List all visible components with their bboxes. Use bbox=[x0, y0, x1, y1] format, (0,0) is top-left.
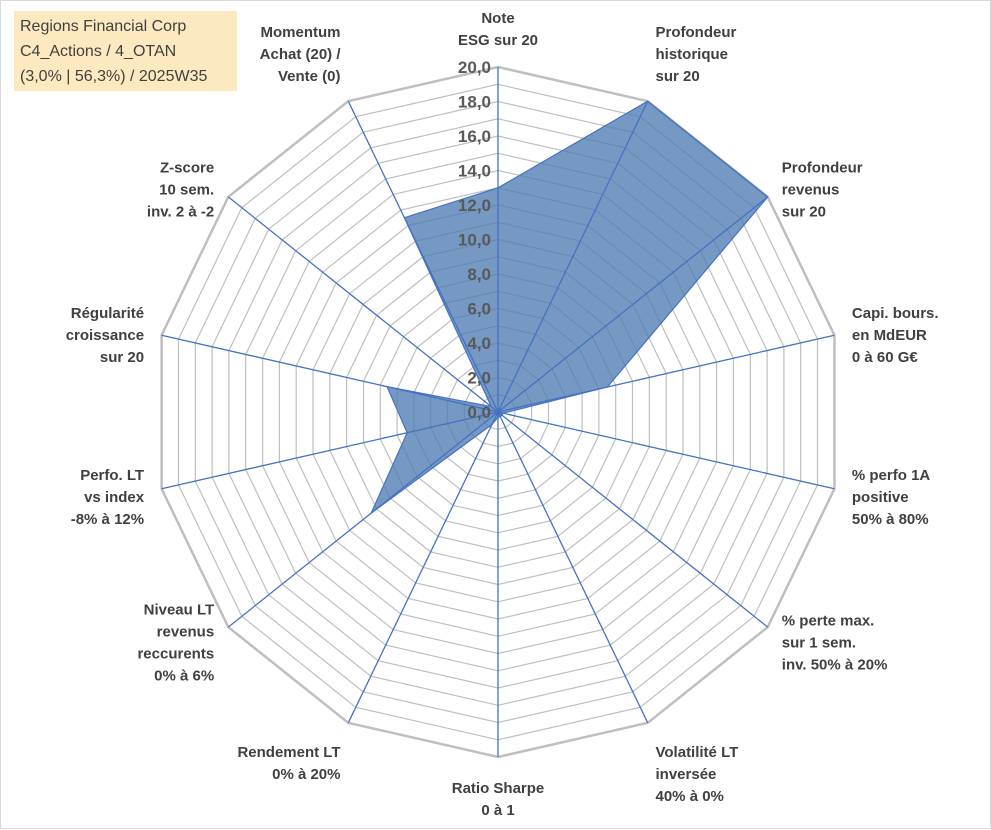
category-label-line: 50% à 80% bbox=[852, 511, 929, 528]
axis-spoke-1 bbox=[497, 100, 649, 413]
tick-label: 2,0 bbox=[467, 369, 491, 388]
axis-spoke-13 bbox=[347, 100, 499, 413]
tick-label: 16,0 bbox=[458, 127, 491, 146]
title-line-company: Regions Financial Corp bbox=[20, 18, 187, 35]
axis-spoke-11 bbox=[161, 334, 499, 413]
category-label-line: Note bbox=[481, 10, 514, 27]
category-label-line: 0 à 60 G€ bbox=[852, 349, 919, 366]
category-label-line: -8% à 12% bbox=[71, 511, 144, 528]
axis-spoke-5 bbox=[497, 411, 769, 628]
category-label-line: Vente (0) bbox=[278, 68, 341, 85]
category-label-line: inv. 2 à -2 bbox=[147, 204, 214, 221]
category-label-line: Régularité bbox=[71, 305, 144, 322]
category-label-12: Z-score 10 sem. inv. 2 à -2 bbox=[147, 160, 214, 221]
category-label-line: historique bbox=[656, 46, 729, 63]
tick-label: 4,0 bbox=[467, 334, 491, 353]
tick-label: 6,0 bbox=[467, 300, 491, 319]
category-label-line: Rendement LT bbox=[237, 744, 340, 761]
category-label-line: 0% à 6% bbox=[154, 667, 214, 684]
chart-title-box: Regions Financial Corp C4_Actions / 4_OT… bbox=[14, 11, 237, 91]
category-label-6: Volatilité LT inversée 40% à 0% bbox=[656, 744, 739, 805]
category-label-line: sur 20 bbox=[656, 68, 700, 85]
category-label-line: Achat (20) / bbox=[260, 46, 342, 63]
category-label-line: sur 20 bbox=[100, 349, 144, 366]
tick-label: 10,0 bbox=[458, 231, 491, 250]
category-label-line: Z-score bbox=[160, 160, 214, 177]
category-label-0: Note ESG sur 20 bbox=[458, 10, 538, 49]
category-label-line: inv. 50% à 20% bbox=[782, 656, 888, 673]
category-label-line: 0% à 20% bbox=[272, 766, 340, 783]
tick-label: 0,0 bbox=[467, 403, 491, 422]
axis-spoke-10 bbox=[161, 411, 499, 490]
category-label-1: Profondeur historique sur 20 bbox=[656, 24, 737, 85]
category-label-13: Momentum Achat (20) / Vente (0) bbox=[260, 24, 342, 85]
axis-spoke-9 bbox=[227, 411, 499, 628]
category-label-7: Ratio Sharpe 0 à 1 bbox=[452, 780, 545, 819]
category-label-line: sur 20 bbox=[782, 204, 826, 221]
category-label-line: revenus bbox=[782, 182, 840, 199]
tick-label: 20,0 bbox=[458, 58, 491, 77]
category-label-line: 40% à 0% bbox=[656, 788, 724, 805]
category-label-line: ESG sur 20 bbox=[458, 32, 538, 49]
category-label-9: Niveau LT revenus reccurents 0% à 6% bbox=[137, 601, 214, 684]
category-label-line: en MdEUR bbox=[852, 327, 927, 344]
category-label-line: Capi. bours. bbox=[852, 305, 939, 322]
category-label-line: Ratio Sharpe bbox=[452, 780, 545, 797]
axis-spoke-3 bbox=[497, 334, 835, 413]
category-label-8: Rendement LT 0% à 20% bbox=[237, 744, 340, 783]
category-label-line: revenus bbox=[157, 623, 215, 640]
axis-spoke-6 bbox=[497, 411, 649, 724]
category-label-line: Profondeur bbox=[656, 24, 737, 41]
category-label-2: Profondeur revenus sur 20 bbox=[782, 160, 863, 221]
axis-spoke-4 bbox=[497, 411, 835, 490]
category-label-line: inversée bbox=[656, 766, 717, 783]
category-label-line: reccurents bbox=[137, 645, 214, 662]
title-line-stats: (3,0% | 56,3%) / 2025W35 bbox=[20, 68, 208, 85]
category-label-line: Volatilité LT bbox=[656, 744, 739, 761]
category-label-line: sur 1 sem. bbox=[782, 634, 856, 651]
category-label-line: positive bbox=[852, 489, 909, 506]
category-label-11: Régularité croissance sur 20 bbox=[66, 305, 144, 366]
category-label-line: 10 sem. bbox=[159, 182, 214, 199]
tick-label: 18,0 bbox=[458, 93, 491, 112]
axis-spoke-12 bbox=[227, 196, 499, 413]
category-label-line: Perfo. LT bbox=[80, 467, 144, 484]
axis-spoke-8 bbox=[347, 411, 499, 724]
category-label-4: % perfo 1A positive 50% à 80% bbox=[852, 467, 931, 528]
category-label-line: Profondeur bbox=[782, 160, 863, 177]
category-label-line: % perfo 1A bbox=[852, 467, 931, 484]
category-label-line: Momentum bbox=[261, 24, 341, 41]
category-label-line: croissance bbox=[66, 327, 144, 344]
category-label-5: % perte max. sur 1 sem. inv. 50% à 20% bbox=[782, 612, 888, 673]
tick-label: 12,0 bbox=[458, 196, 491, 215]
category-label-line: % perte max. bbox=[782, 612, 875, 629]
tick-label: 14,0 bbox=[458, 162, 491, 181]
category-label-line: 0 à 1 bbox=[481, 802, 514, 819]
title-line-category: C4_Actions / 4_OTAN bbox=[20, 43, 177, 60]
category-label-10: Perfo. LT vs index -8% à 12% bbox=[71, 467, 145, 528]
axis-spoke-2 bbox=[497, 196, 769, 413]
category-label-line: vs index bbox=[84, 489, 145, 506]
category-label-line: Niveau LT bbox=[144, 601, 215, 618]
tick-label: 8,0 bbox=[467, 265, 491, 284]
category-label-3: Capi. bours. en MdEUR 0 à 60 G€ bbox=[852, 305, 939, 366]
